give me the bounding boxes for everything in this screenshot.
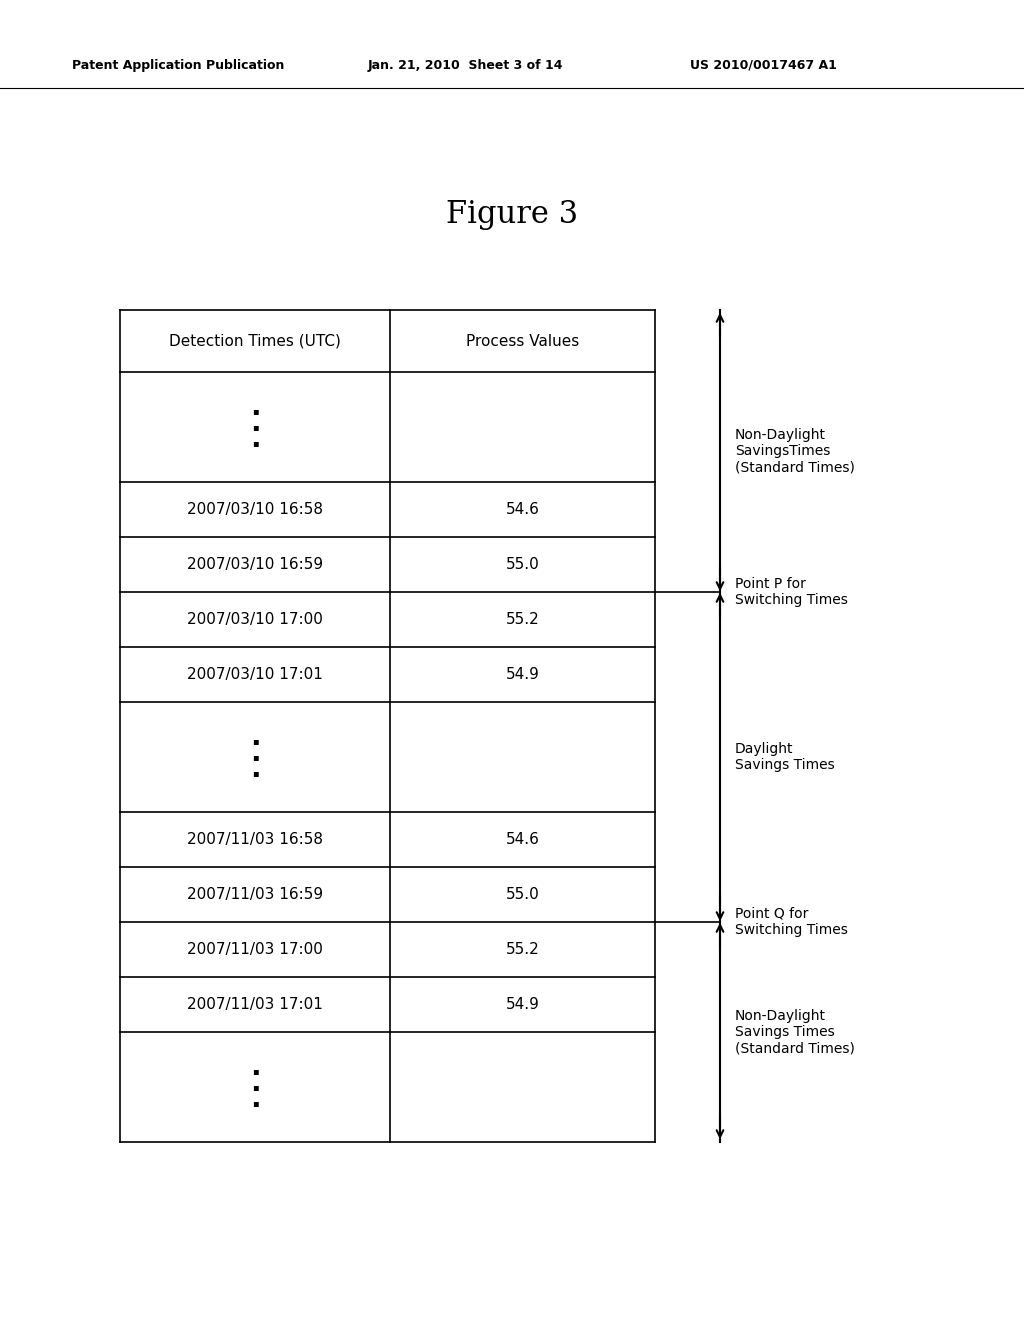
Text: 2007/11/03 16:59: 2007/11/03 16:59 [187, 887, 323, 902]
Text: 2007/11/03 17:01: 2007/11/03 17:01 [187, 997, 323, 1012]
Text: 54.6: 54.6 [506, 502, 540, 517]
Text: ▪: ▪ [252, 422, 258, 432]
Text: 54.9: 54.9 [506, 667, 540, 682]
Text: Point P for
Switching Times: Point P for Switching Times [735, 577, 848, 607]
Text: ▪: ▪ [252, 438, 258, 447]
Text: US 2010/0017467 A1: US 2010/0017467 A1 [690, 58, 837, 71]
Text: ▪: ▪ [252, 737, 258, 746]
Text: Daylight
Savings Times: Daylight Savings Times [735, 742, 835, 772]
Text: 55.0: 55.0 [506, 557, 540, 572]
Text: 55.2: 55.2 [506, 942, 540, 957]
Text: ▪: ▪ [252, 1098, 258, 1107]
Text: ▪: ▪ [252, 752, 258, 762]
Text: Non-Daylight
Savings Times
(Standard Times): Non-Daylight Savings Times (Standard Tim… [735, 1008, 855, 1055]
Text: 2007/03/10 16:58: 2007/03/10 16:58 [187, 502, 323, 517]
Text: Process Values: Process Values [466, 334, 580, 348]
Text: Detection Times (UTC): Detection Times (UTC) [169, 334, 341, 348]
Text: ▪: ▪ [252, 407, 258, 416]
Text: Point Q for
Switching Times: Point Q for Switching Times [735, 907, 848, 937]
Text: 2007/11/03 16:58: 2007/11/03 16:58 [187, 832, 323, 847]
Text: 55.2: 55.2 [506, 612, 540, 627]
Text: Jan. 21, 2010  Sheet 3 of 14: Jan. 21, 2010 Sheet 3 of 14 [368, 58, 563, 71]
Text: ▪: ▪ [252, 768, 258, 777]
Text: ▪: ▪ [252, 1067, 258, 1076]
Text: 2007/03/10 16:59: 2007/03/10 16:59 [187, 557, 323, 572]
Text: Figure 3: Figure 3 [445, 199, 579, 231]
Text: 2007/03/10 17:01: 2007/03/10 17:01 [187, 667, 323, 682]
Text: 54.9: 54.9 [506, 997, 540, 1012]
Text: Non-Daylight
SavingsTimes
(Standard Times): Non-Daylight SavingsTimes (Standard Time… [735, 428, 855, 474]
Text: 55.0: 55.0 [506, 887, 540, 902]
Text: 2007/03/10 17:00: 2007/03/10 17:00 [187, 612, 323, 627]
Text: 2007/11/03 17:00: 2007/11/03 17:00 [187, 942, 323, 957]
Text: Patent Application Publication: Patent Application Publication [72, 58, 285, 71]
Text: 54.6: 54.6 [506, 832, 540, 847]
Text: ▪: ▪ [252, 1082, 258, 1092]
